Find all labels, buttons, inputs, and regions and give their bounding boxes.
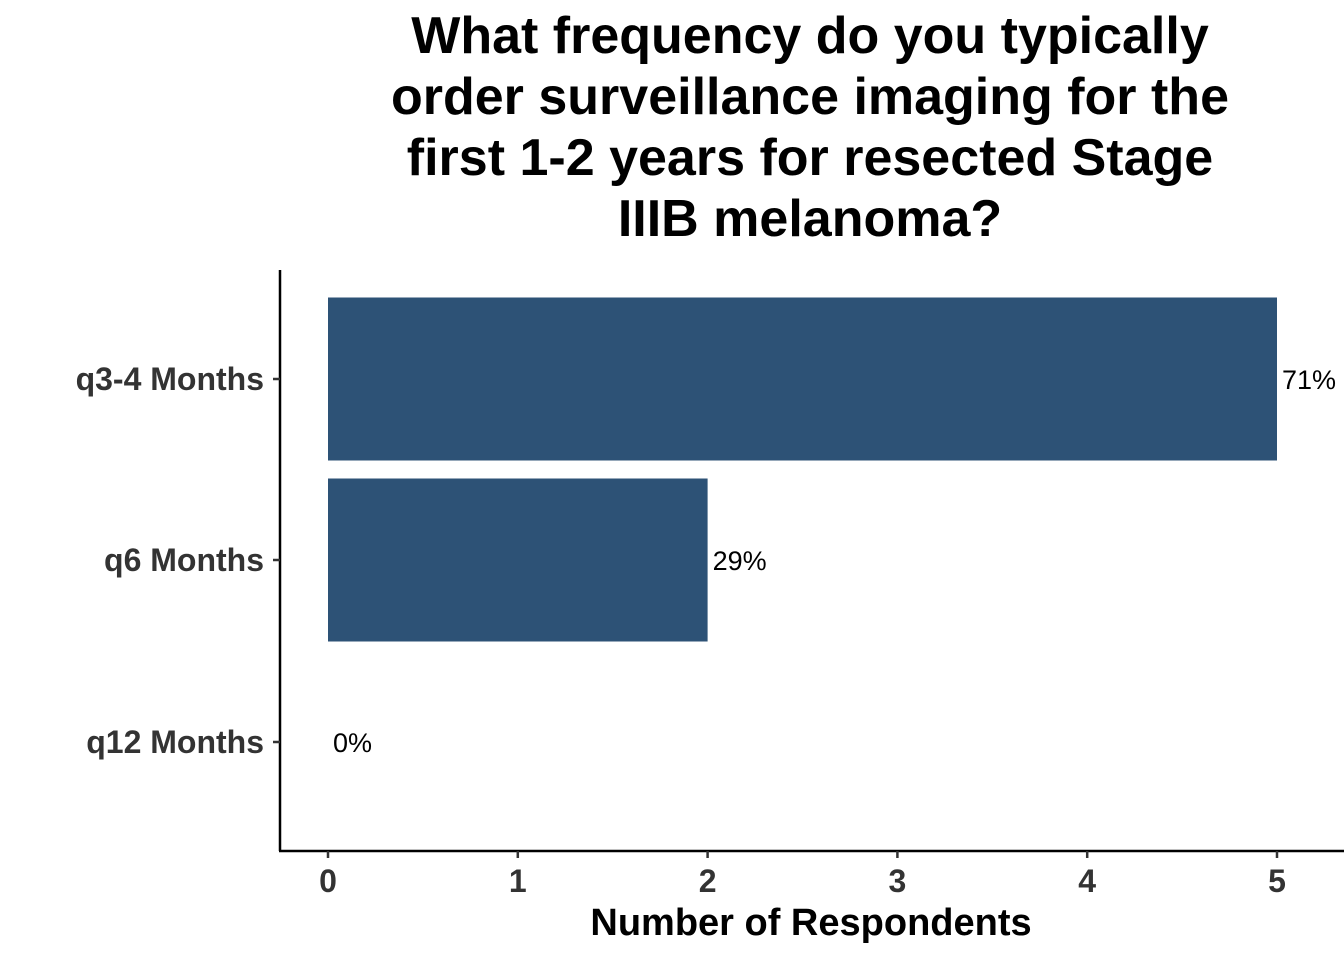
x-tick-label: 4: [1078, 863, 1096, 899]
x-tick-label: 0: [319, 863, 337, 899]
data-label: 71%: [1282, 365, 1336, 395]
chart-title-line: first 1-2 years for resected Stage: [406, 129, 1214, 187]
category-label: q3-4 Months: [76, 361, 264, 397]
category-label: q12 Months: [86, 724, 264, 760]
category-label: q6 Months: [104, 542, 264, 578]
bar: [328, 478, 708, 642]
x-tick-label: 1: [509, 863, 527, 899]
chart-title-line: order surveillance imaging for the: [391, 68, 1229, 126]
data-label: 0%: [333, 728, 372, 758]
chart-title-line: IIIB melanoma?: [617, 190, 1003, 248]
x-axis-title: Number of Respondents: [590, 902, 1031, 944]
chart-title: What frequency do you typically order su…: [300, 6, 1320, 250]
x-axis-ticks: 0 1 2 3 4 5: [319, 851, 1286, 899]
x-tick-label: 3: [889, 863, 907, 899]
x-tick-label: 2: [699, 863, 717, 899]
chart-title-line: What frequency do you typically: [411, 7, 1209, 65]
x-tick-label: 5: [1268, 863, 1286, 899]
bar: [328, 297, 1277, 461]
bars-group: [328, 297, 1277, 642]
y-axis-ticks: q3-4 Months q6 Months q12 Months: [76, 361, 280, 760]
data-label: 29%: [713, 546, 767, 576]
data-labels-group: 71% 29% 0%: [333, 365, 1336, 758]
